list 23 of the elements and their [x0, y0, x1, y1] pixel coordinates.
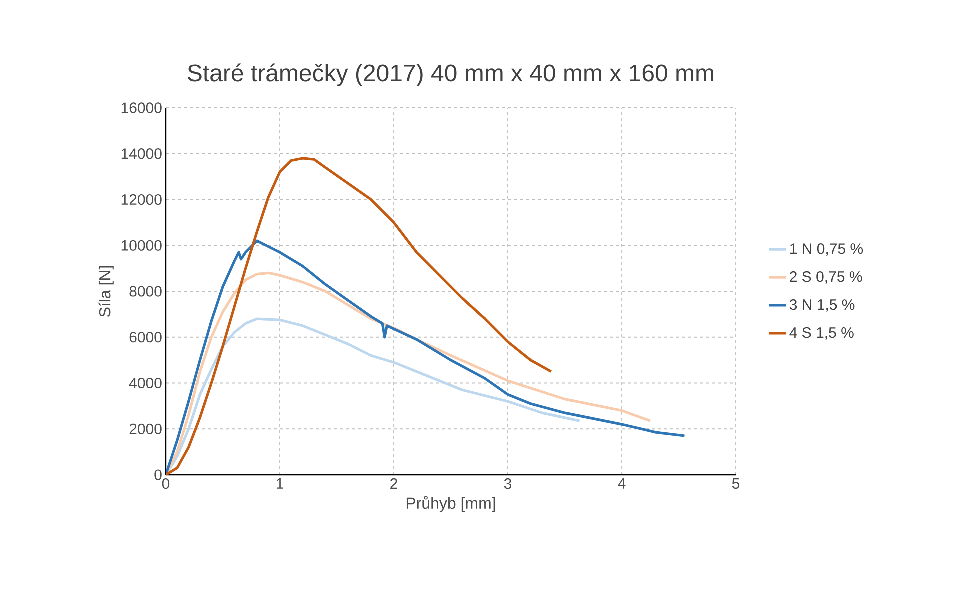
legend-label: 2 S 0,75 % [790, 272, 862, 284]
x-tick-label: 0 [162, 478, 170, 490]
legend-label: 3 N 1,5 % [790, 300, 855, 312]
y-tick-label: 6000 [130, 332, 162, 343]
y-tick-label: 10000 [122, 240, 162, 251]
y-tick-label: 0 [154, 470, 162, 480]
y-tick-label: 12000 [122, 194, 162, 206]
line-series [166, 240, 686, 475]
y-tick-label: 2000 [130, 424, 162, 434]
x-axis-title: Průhyb [mm] [406, 496, 496, 512]
x-tick-label: 4 [618, 478, 626, 489]
x-tick-label: 5 [732, 478, 740, 489]
y-tick-label: 16000 [122, 102, 162, 114]
legend-label: 1 N 0,75 % [790, 244, 864, 256]
x-tick-label: 3 [504, 478, 512, 490]
y-axis-title: Síla [N] [98, 266, 114, 318]
y-tick-label: 14000 [122, 148, 162, 160]
x-tick-label: 2 [390, 478, 398, 490]
y-tick-label: 8000 [130, 286, 162, 297]
y-tick-label: 4000 [129, 378, 162, 389]
chart-title: Staré trámečky (2017) 40 mm x 40 mm x 160 mm [188, 64, 714, 86]
legend-label: 4 S 1,5 % [790, 327, 854, 340]
x-tick-label: 1 [276, 478, 284, 489]
